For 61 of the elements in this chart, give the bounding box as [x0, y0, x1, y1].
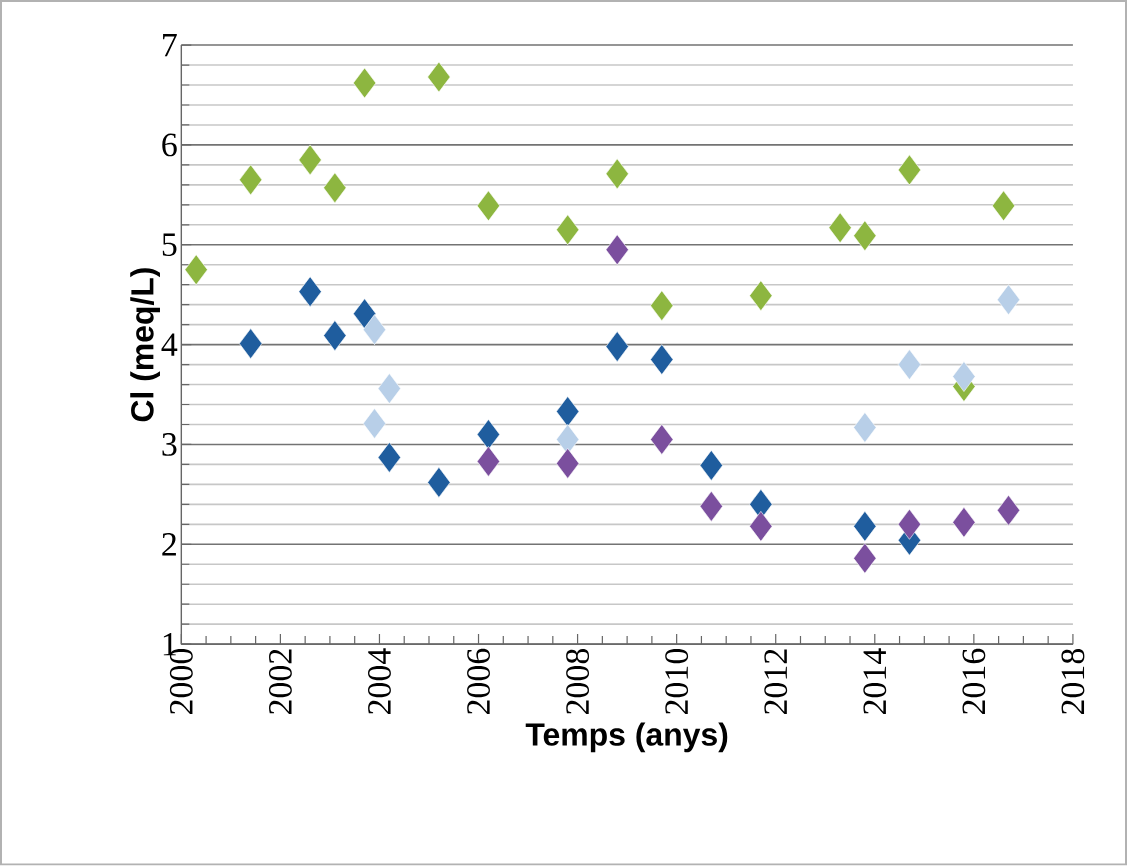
point	[699, 450, 723, 481]
point	[362, 408, 387, 440]
x-tick-label: 2006	[467, 648, 490, 715]
point	[184, 254, 208, 286]
x-tick-label: 2018	[1061, 649, 1085, 715]
point	[353, 298, 377, 330]
point	[650, 424, 674, 456]
point	[556, 448, 580, 479]
x-tick-label: 2004	[368, 648, 391, 715]
y-tick-label: 2	[162, 533, 176, 556]
point	[377, 373, 401, 405]
point	[853, 412, 877, 444]
point	[992, 190, 1016, 222]
x-tick-label: 2016	[962, 648, 986, 715]
x-tick-label: 2010	[665, 649, 689, 715]
point	[323, 320, 347, 352]
x-tick-label: 2002	[268, 649, 292, 715]
point	[952, 507, 976, 538]
point	[828, 212, 852, 244]
point	[427, 61, 451, 93]
point	[699, 491, 723, 522]
point	[897, 154, 922, 186]
point	[556, 396, 580, 428]
point	[239, 164, 263, 196]
point	[476, 446, 500, 477]
point	[476, 419, 500, 451]
point	[749, 280, 773, 312]
point	[897, 349, 922, 381]
x-axis-title: Temps (anys)	[525, 722, 728, 753]
y-tick-label: 5	[162, 233, 177, 257]
point	[298, 144, 322, 176]
point	[650, 290, 674, 322]
point	[298, 276, 322, 308]
point	[362, 314, 387, 346]
point	[749, 511, 773, 542]
point	[427, 467, 451, 498]
point	[853, 543, 877, 574]
x-tick-label: 2012	[764, 649, 788, 715]
point	[853, 220, 877, 252]
y-tick-label: 4	[161, 333, 178, 357]
y-axis-title: Cl (meq/L)	[130, 268, 160, 422]
point	[605, 331, 629, 363]
point	[952, 361, 976, 393]
y-tick-label: 7	[163, 34, 177, 57]
point	[239, 328, 263, 360]
point	[996, 495, 1021, 526]
point	[605, 158, 629, 190]
point	[377, 442, 401, 473]
point	[650, 344, 674, 376]
point	[897, 509, 922, 540]
y-tick-label: 6	[162, 133, 177, 157]
point	[476, 190, 500, 222]
point	[353, 67, 377, 99]
point	[556, 214, 580, 246]
x-tick-label: 2014	[863, 648, 887, 715]
point	[853, 511, 877, 542]
y-tick-label: 3	[162, 433, 177, 457]
point	[605, 234, 629, 266]
point	[996, 284, 1021, 316]
point	[323, 172, 347, 204]
x-tick-label: 2008	[566, 649, 590, 715]
